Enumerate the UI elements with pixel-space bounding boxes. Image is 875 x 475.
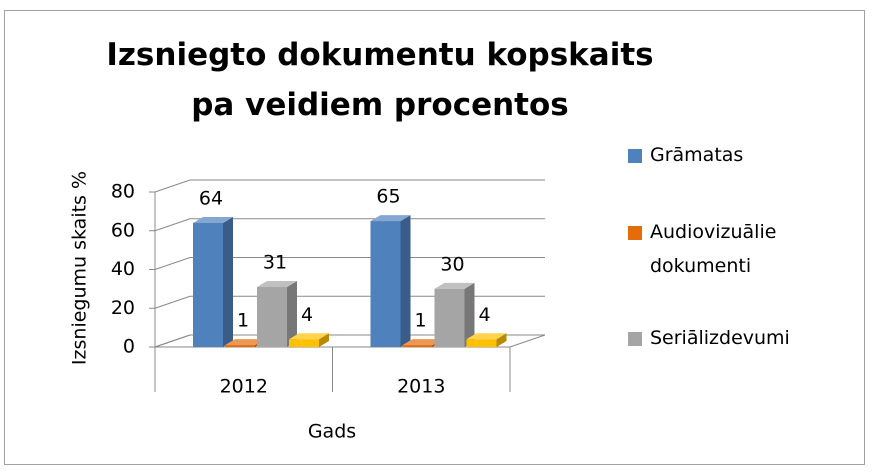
grid-line	[154, 295, 545, 309]
bar-side	[496, 333, 507, 347]
data-label: 31	[263, 251, 287, 273]
data-label: 65	[376, 186, 400, 208]
data-label: 1	[237, 310, 249, 332]
grid-line	[154, 257, 545, 270]
bar	[434, 288, 465, 347]
chart-frame	[4, 10, 865, 465]
y-tick-label: 60	[111, 219, 135, 241]
legend-label: Seriālizdevumi	[650, 327, 790, 349]
y-tick-label: 80	[111, 181, 135, 203]
y-axis-label: Izsniegumu skaits %	[69, 171, 91, 365]
bar	[193, 223, 223, 347]
x-axis-label: Gads	[308, 421, 356, 443]
data-label: 4	[478, 304, 490, 326]
grid-line	[154, 334, 545, 348]
legend-swatch	[628, 226, 642, 240]
y-tick-label: 0	[123, 336, 135, 358]
bar-top	[466, 333, 507, 340]
bar	[257, 286, 287, 347]
bar-side	[464, 282, 475, 347]
grid-line	[154, 218, 545, 232]
y-tick-label: 20	[111, 297, 135, 319]
bar	[225, 345, 255, 347]
data-label: 30	[440, 253, 464, 275]
legend-swatch	[628, 149, 642, 163]
y-tick-label: 40	[111, 258, 135, 280]
bar-side	[319, 333, 329, 347]
bar	[289, 339, 319, 347]
legend-item: Seriālizdevumi	[628, 321, 850, 355]
bar-top	[402, 339, 443, 346]
data-label: 64	[199, 188, 223, 210]
bar-top	[225, 339, 265, 346]
legend-item: Audiovizuālie dokumenti	[628, 215, 850, 283]
x-tick-label: 2013	[397, 376, 445, 398]
bar-top	[257, 280, 297, 287]
data-label: 4	[301, 304, 313, 326]
bar-top	[193, 217, 233, 223]
legend-item: Grāmatas	[628, 138, 850, 172]
bar-side	[400, 215, 411, 347]
grid-line	[154, 179, 545, 193]
bar	[370, 221, 401, 347]
chart-title: Izsniegto dokumentu kopskaits pa veidiem…	[106, 37, 654, 123]
legend-label: Audiovizuālie dokumenti	[650, 221, 777, 277]
bar	[402, 345, 433, 347]
legend-label: Grāmatas	[650, 144, 744, 166]
bar-top	[434, 282, 475, 289]
legend-swatch	[628, 332, 642, 346]
bar-top	[289, 333, 329, 340]
x-tick-label: 2012	[220, 376, 268, 398]
bar-side	[287, 280, 297, 347]
bar-side	[223, 217, 233, 347]
bar	[466, 339, 497, 347]
data-label: 1	[414, 310, 426, 332]
bar-top	[370, 215, 411, 222]
